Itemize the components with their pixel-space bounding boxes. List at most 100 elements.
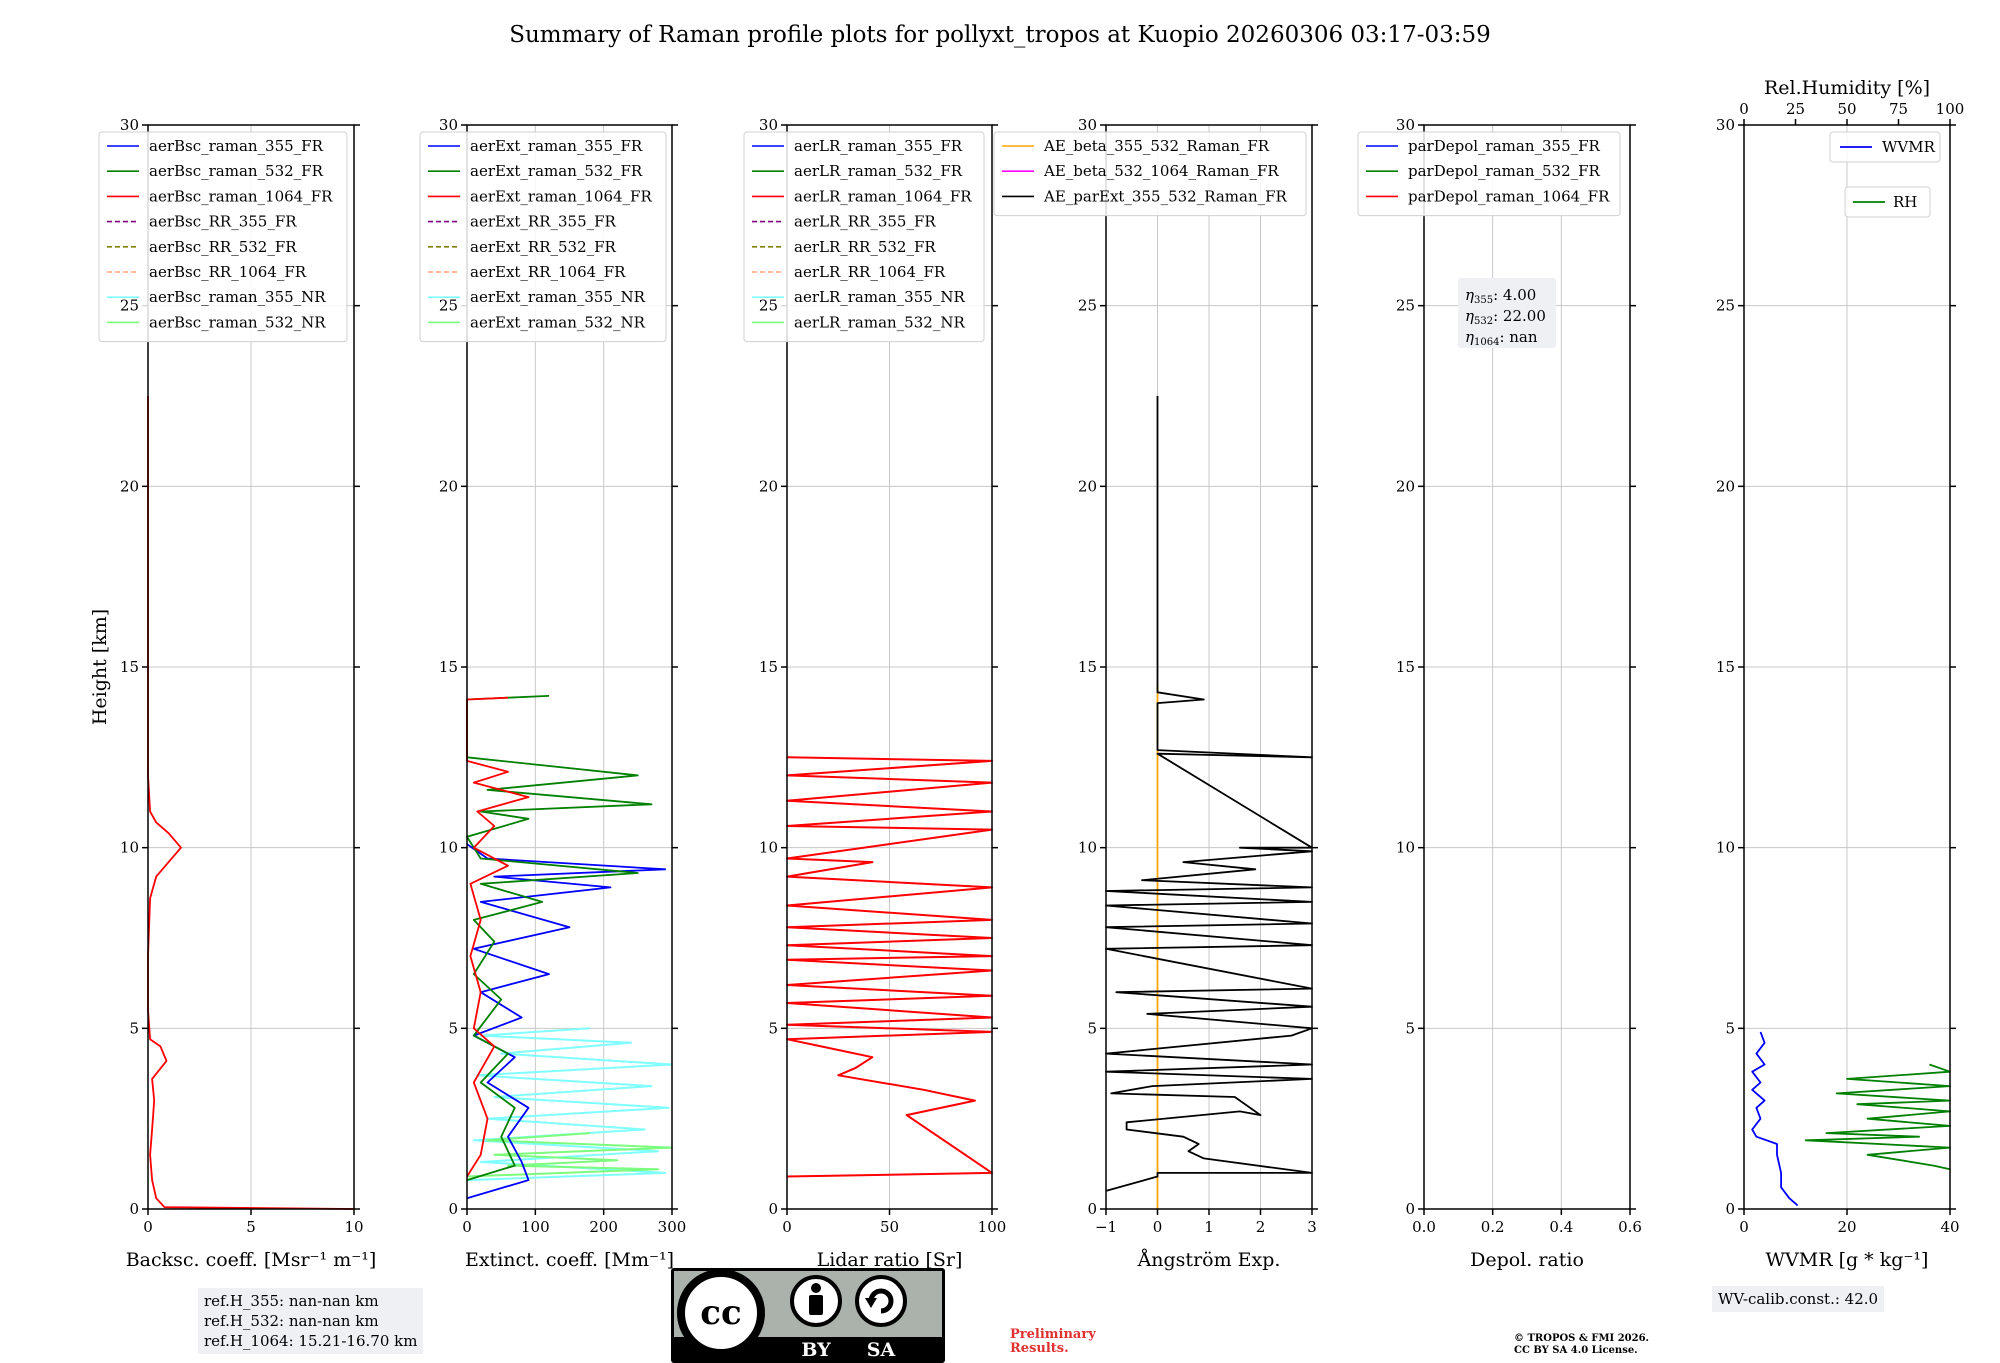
legend-label: aerBsc_raman_355_FR [149,137,324,155]
legend-label: aerBsc_raman_1064_FR [149,187,333,205]
copyright-line-1: © TROPOS & FMI 2026. [1514,1333,1650,1344]
y-tick-label: 15 [1396,658,1415,676]
top-x-tick-label: 25 [1786,100,1805,118]
eta-annotation-box [1458,278,1556,348]
y-tick-label: 30 [120,116,139,134]
legend-label: aerLR_raman_1064_FR [794,187,972,205]
copyright-note: © TROPOS & FMI 2026. CC BY SA 4.0 Licens… [1514,1333,1649,1357]
legend-label: aerBsc_raman_532_NR [149,313,326,331]
eta-annotation-532: η532: 22.00 [1465,307,1546,327]
y-tick-label: 30 [1716,116,1735,134]
plot-frame [1423,124,1631,1210]
series-line-RH [1804,1063,1951,1171]
ref-h-532: ref.H_532: nan-nan km [204,1312,379,1330]
cc-by-sa-badge: cc BY SA [671,1268,945,1363]
top-x-tick-label: 75 [1889,100,1908,118]
eta-annotation-355: η355: 4.00 [1465,286,1536,306]
legend-label: aerBsc_raman_355_NR [149,288,326,306]
x-axis-label: Backsc. coeff. [Msr⁻¹ m⁻¹] [126,1249,377,1271]
y-tick-label: 15 [1716,658,1735,676]
y-tick-label: 20 [1716,477,1735,495]
x-tick-label: 20 [1837,1218,1856,1236]
x-tick-label: 0.4 [1549,1218,1573,1236]
y-tick-label: 30 [1396,116,1415,134]
y-tick-label: 20 [759,477,778,495]
panel-angstrom [993,124,1318,1215]
x-tick-label: 0.0 [1412,1218,1436,1236]
x-tick-label: 0 [143,1218,153,1236]
y-tick-label: 25 [1396,297,1415,315]
y-tick-label: 5 [129,1019,139,1037]
x-tick-label: 3 [1307,1218,1317,1236]
legend-label: aerBsc_RR_1064_FR [149,263,307,281]
legend-label: aerExt_RR_1064_FR [470,263,626,281]
series-line-aerExt_raman_1064_FR [466,696,530,1177]
y-tick-label: 5 [1405,1019,1415,1037]
y-tick-label: 10 [759,839,778,857]
x-axis-label: Depol. ratio [1470,1249,1584,1271]
legend-box [1829,131,1941,163]
x-tick-label: 0.6 [1618,1218,1642,1236]
x-tick-label: 40 [1940,1218,1959,1236]
cc-logo-icon [677,1269,765,1357]
y-tick-label: 5 [768,1019,778,1037]
y-tick-label: 10 [1078,839,1097,857]
top-x-axis-label: Rel.Humidity [%] [1764,77,1930,99]
panel-backscatter [98,124,360,1215]
x-tick-label: 50 [880,1218,899,1236]
y-tick-label: 5 [448,1019,458,1037]
y-tick-label: 25 [759,297,778,315]
legend-label: parDepol_raman_1064_FR [1408,187,1610,205]
legend-label: aerExt_RR_355_FR [470,213,617,231]
y-tick-label: 20 [1396,477,1415,495]
legend-label: aerLR_RR_532_FR [794,238,936,256]
legend-box [1844,186,1931,218]
y-tick-label: 15 [1078,658,1097,676]
plot-frame [786,124,993,1210]
legend-label: AE_beta_532_1064_Raman_FR [1043,162,1279,180]
legend-box [743,131,985,343]
main-title: Summary of Raman profile plots for polly… [509,22,1491,48]
series-line-aerExt_raman_532_FR [466,695,653,1181]
y-tick-label: 5 [1087,1019,1097,1037]
series-line-aerLR_raman_1064_FR [786,756,993,1178]
x-axis-label: Extinct. coeff. [Mm⁻¹] [465,1249,674,1271]
legend-box [419,131,667,343]
series-line-WVMR [1751,1031,1799,1207]
y-tick-label: 15 [120,658,139,676]
x-tick-label: 5 [246,1218,256,1236]
x-axis-label: WVMR [g * kg⁻¹] [1766,1249,1929,1271]
y-tick-label: 20 [1078,477,1097,495]
x-tick-label: 0.2 [1481,1218,1505,1236]
y-tick-label: 5 [1725,1019,1735,1037]
legend-label: aerExt_raman_532_NR [470,313,646,331]
plot-frame [1743,124,1951,1210]
top-x-tick-label: 100 [1936,100,1965,118]
y-tick-label: 25 [1716,297,1735,315]
y-tick-label: 10 [1396,839,1415,857]
plot-frame [466,124,673,1210]
x-tick-label: 200 [589,1218,618,1236]
y-tick-label: 0 [1405,1200,1415,1218]
badge-by-label: BY [801,1339,831,1361]
preliminary-line-1: Preliminary [1010,1327,1096,1342]
legend-label: WVMR [1882,138,1936,156]
legend-label: aerLR_RR_355_FR [794,213,936,231]
panel-lidar-ratio [743,124,998,1215]
y-tick-label: 20 [439,477,458,495]
x-tick-label: 0 [462,1218,472,1236]
x-tick-label: 0 [782,1218,792,1236]
x-tick-label: 0 [1153,1218,1163,1236]
y-tick-label: 15 [759,658,778,676]
legend-label: AE_parExt_355_532_Raman_FR [1043,187,1288,205]
legend-label: aerBsc_RR_355_FR [149,213,297,231]
y-tick-label: 0 [448,1200,458,1218]
panel-extinction [419,124,678,1215]
x-tick-label: 300 [658,1218,687,1236]
legend-label: aerLR_raman_532_FR [794,162,963,180]
legend-label: parDepol_raman_355_FR [1408,137,1601,155]
plot-frame [1105,124,1313,1210]
x-axis-label: Ångström Exp. [1137,1249,1281,1271]
top-x-tick-label: 0 [1739,100,1749,118]
